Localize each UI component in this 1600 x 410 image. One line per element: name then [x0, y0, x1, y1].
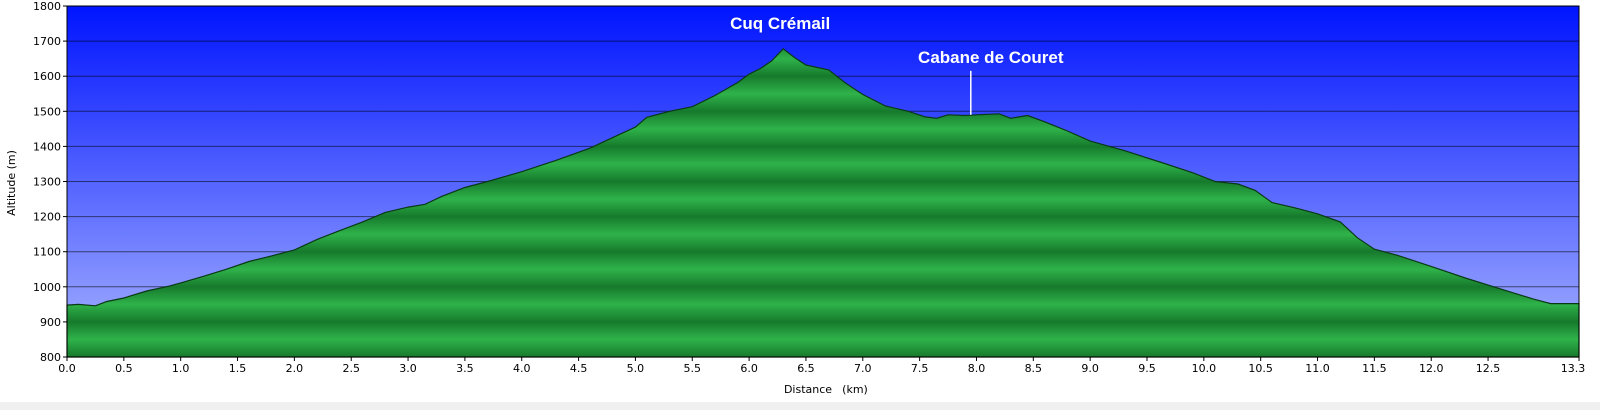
x-tick-label: 7.0	[854, 362, 872, 375]
y-tick-label: 900	[40, 316, 61, 329]
x-tick-label: 0.0	[58, 362, 76, 375]
y-axis-title: Altitude (m)	[5, 150, 18, 216]
x-tick-label: 1.5	[229, 362, 247, 375]
x-tick-label: 11.0	[1305, 362, 1330, 375]
x-axis: 0.0 0.5 1.0 1.5 2.0 2.5 3.0 3.5 4.0 4.5 5.0 5.5 6.0 6…	[58, 357, 1585, 375]
y-tick-label: 1800	[33, 0, 61, 13]
x-tick-label: 8.5	[1025, 362, 1043, 375]
x-axis-unit: (km)	[842, 383, 868, 396]
x-tick-label: 3.0	[399, 362, 417, 375]
y-tick-label: 1300	[33, 176, 61, 189]
x-tick-label: 1.0	[172, 362, 190, 375]
x-tick-label: 11.5	[1362, 362, 1387, 375]
y-tick-label: 1500	[33, 105, 61, 118]
annotation-label: Cuq Crémail	[730, 14, 830, 33]
x-tick-label: 8.0	[968, 362, 986, 375]
y-tick-label: 1000	[33, 281, 61, 294]
x-tick-label: 0.5	[115, 362, 133, 375]
x-tick-label: 5.5	[684, 362, 702, 375]
x-tick-label: 4.0	[513, 362, 531, 375]
y-tick-label: 1700	[33, 35, 61, 48]
y-axis: 800 900 1000 1100 1200 1300 1400 1500 1600 1700 18…	[33, 0, 67, 364]
x-tick-label: 5.0	[627, 362, 645, 375]
x-tick-label: 3.5	[456, 362, 474, 375]
y-tick-label: 800	[40, 351, 61, 364]
x-tick-label: 7.5	[911, 362, 929, 375]
x-tick-label: 2.0	[286, 362, 304, 375]
x-tick-label: 6.5	[797, 362, 815, 375]
annotation-label: Cabane de Couret	[918, 48, 1064, 67]
y-tick-label: 1100	[33, 246, 61, 259]
x-tick-label: 2.5	[342, 362, 360, 375]
x-tick-label: 9.0	[1081, 362, 1099, 375]
x-tick-label: 10.0	[1192, 362, 1217, 375]
annotations: Cuq Crémail Cabane de Couret	[730, 14, 1064, 115]
x-tick-label: 10.5	[1248, 362, 1273, 375]
x-tick-label: 12.0	[1419, 362, 1444, 375]
x-tick-label: 4.5	[570, 362, 588, 375]
x-tick-label: 13.3	[1561, 362, 1586, 375]
y-tick-label: 1200	[33, 211, 61, 224]
x-axis-title: Distance	[784, 383, 832, 396]
x-tick-label: 12.5	[1476, 362, 1501, 375]
x-tick-label: 6.0	[740, 362, 758, 375]
y-tick-label: 1600	[33, 70, 61, 83]
y-tick-label: 1400	[33, 140, 61, 153]
x-tick-label: 9.5	[1138, 362, 1156, 375]
terrain-area	[66, 47, 1580, 358]
